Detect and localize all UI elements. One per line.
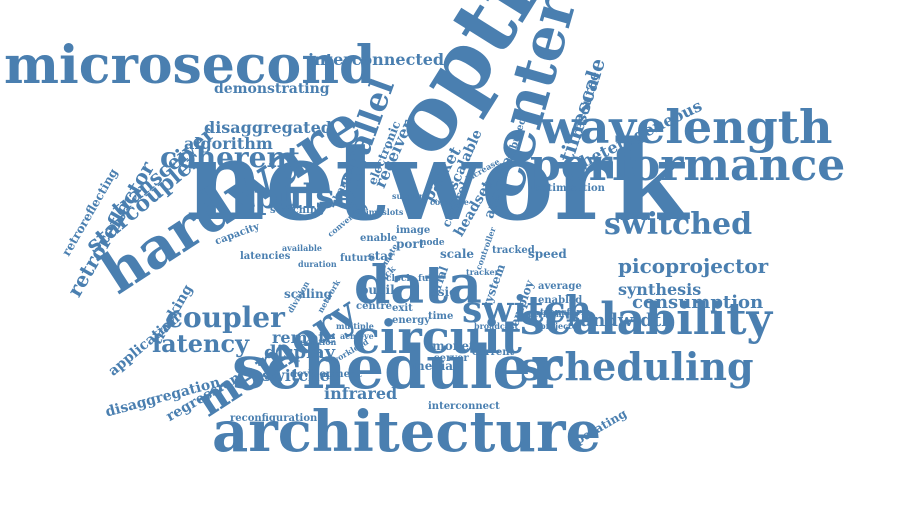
cloud-word: asic bbox=[430, 285, 457, 299]
cloud-word: energy bbox=[392, 315, 431, 326]
cloud-word: infrared bbox=[324, 384, 398, 403]
cloud-word: monet bbox=[432, 339, 475, 353]
cloud-word: timeslots bbox=[362, 207, 404, 217]
cloud-word: port bbox=[396, 237, 425, 251]
cloud-word: optimisation bbox=[534, 183, 605, 194]
cloud-word: projector bbox=[540, 321, 582, 331]
cloud-word: median bbox=[412, 359, 462, 373]
cloud-word: tracked bbox=[492, 245, 535, 256]
cloud-word: duration bbox=[298, 259, 337, 269]
cloud-word: circuit bbox=[352, 310, 522, 364]
cloud-word: microsecond bbox=[4, 35, 376, 96]
cloud-word: speed bbox=[528, 247, 567, 261]
cloud-word: pupil bbox=[360, 283, 395, 297]
cloud-word: compute bbox=[430, 197, 469, 207]
cloud-word: full bbox=[418, 274, 436, 284]
cloud-word: disaggregated bbox=[204, 118, 332, 137]
cloud-word: scheduler bbox=[232, 333, 563, 403]
cloud-word: scheduling bbox=[520, 344, 754, 389]
cloud-word: picoprojector bbox=[618, 254, 769, 278]
cloud-word: scale bbox=[440, 247, 475, 261]
cloud-word: display bbox=[264, 342, 336, 363]
cloud-word: wavelength bbox=[540, 100, 833, 154]
cloud-word: coherent bbox=[160, 141, 300, 174]
cloud-word: remote bbox=[272, 328, 336, 347]
cloud-word: enable bbox=[360, 233, 398, 244]
cloud-word: time bbox=[428, 311, 454, 322]
cloud-word: future bbox=[340, 253, 376, 264]
cloud-word: coupler bbox=[166, 301, 285, 334]
cloud-word: multiple bbox=[336, 321, 374, 331]
cloud-word: support bbox=[392, 191, 427, 201]
cloud-word: image bbox=[396, 225, 431, 236]
cloud-word: transform bbox=[540, 308, 591, 318]
cloud-word: clock bbox=[386, 274, 413, 284]
cloud-word: algorithm bbox=[184, 134, 273, 153]
cloud-word: consumption bbox=[632, 292, 764, 313]
cloud-word: architecture bbox=[212, 399, 602, 465]
cloud-word: bandwidth bbox=[568, 310, 675, 331]
cloud-word: server bbox=[434, 353, 469, 364]
cloud-word: star bbox=[368, 249, 395, 263]
cloud-word: data bbox=[354, 255, 482, 316]
cloud-word: network bbox=[185, 116, 689, 245]
cloud-word: interconnected bbox=[308, 50, 445, 69]
cloud-word: switches bbox=[262, 366, 339, 385]
cloud-word: switch bbox=[462, 289, 592, 331]
cloud-word: synthesis bbox=[618, 280, 702, 299]
cloud-word: available bbox=[282, 243, 322, 253]
cloud-word: centre bbox=[356, 301, 392, 312]
cloud-word: latencies bbox=[240, 251, 291, 262]
cloud-word: reconfiguration bbox=[230, 413, 318, 424]
cloud-word: enabled bbox=[538, 295, 583, 306]
cloud-word: achieve bbox=[340, 331, 374, 341]
cloud-word: switching bbox=[270, 205, 325, 216]
cloud-word: position bbox=[300, 337, 337, 347]
cloud-word: scalability bbox=[520, 294, 773, 345]
cloud-word: node bbox=[420, 238, 445, 248]
cloud-word: perform bbox=[528, 309, 565, 319]
cloud-word: pulse bbox=[254, 177, 357, 217]
cloud-word: performance bbox=[530, 140, 846, 191]
cloud-word: scaling bbox=[284, 287, 333, 301]
cloud-word: exit bbox=[392, 303, 413, 314]
cloud-word: switched bbox=[604, 207, 753, 242]
cloud-word: average bbox=[538, 281, 582, 292]
cloud-word: broadcast bbox=[474, 321, 519, 331]
cloud-word: development bbox=[290, 369, 362, 380]
cloud-word: current bbox=[472, 347, 515, 358]
cloud-word: interconnect bbox=[428, 401, 500, 412]
cloud-word: tracker bbox=[466, 267, 499, 277]
cloud-word: demonstrating bbox=[214, 81, 330, 97]
cloud-word: latency bbox=[152, 329, 250, 358]
